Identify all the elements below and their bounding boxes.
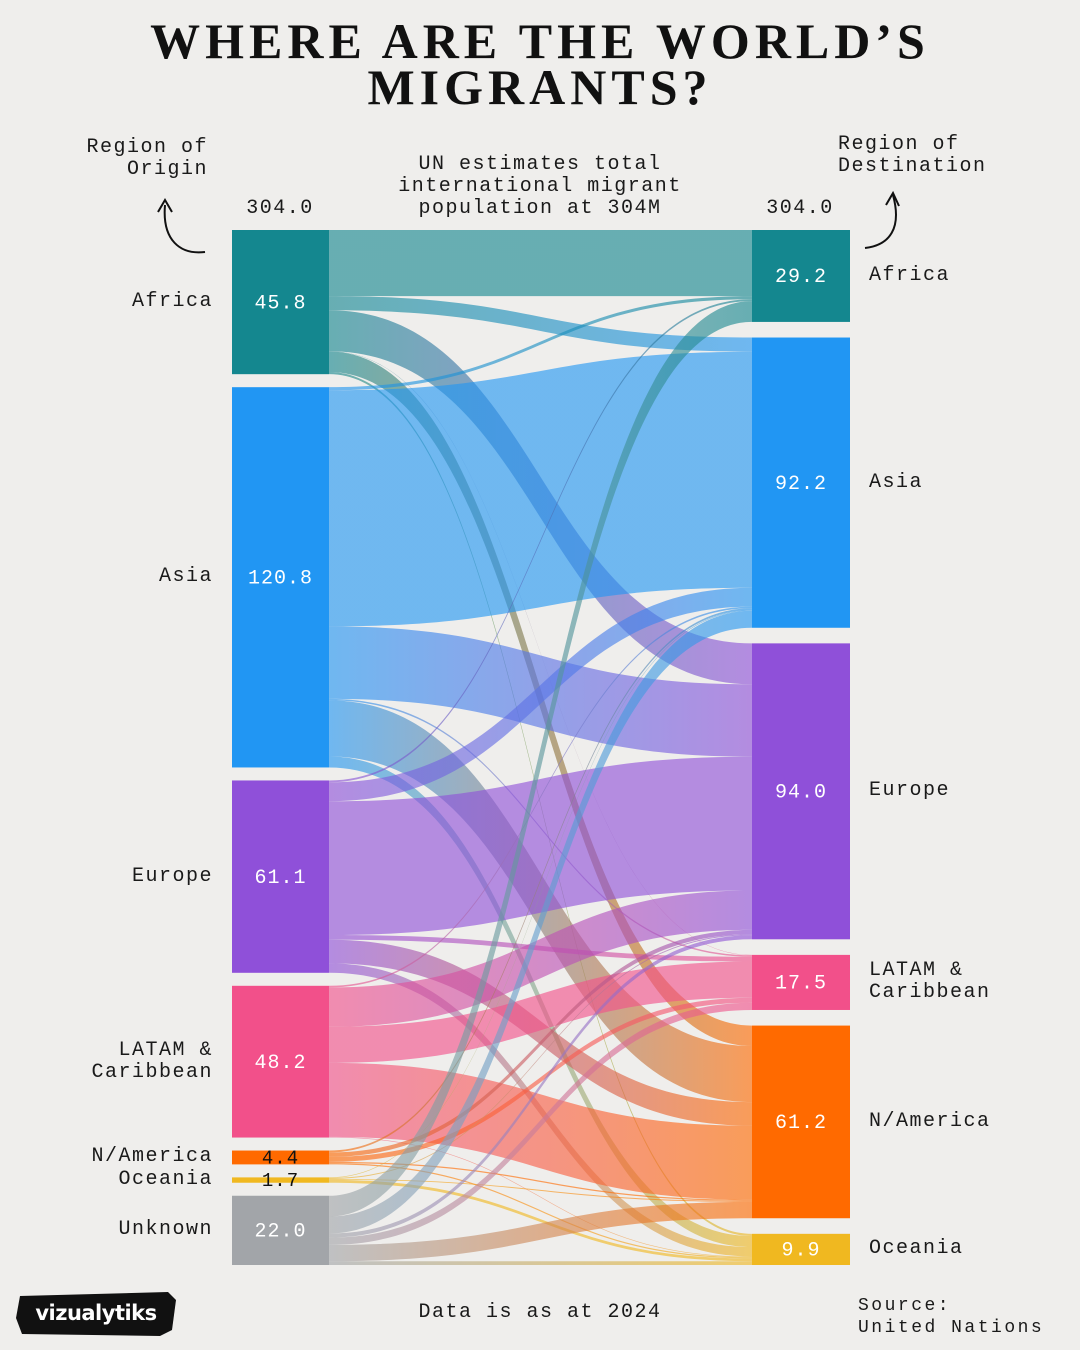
target-heading: Region of Destination xyxy=(838,133,987,178)
link xyxy=(329,890,752,1027)
node-value-label: 1.7 xyxy=(262,1170,299,1192)
link xyxy=(329,351,752,627)
link xyxy=(329,935,752,1238)
node xyxy=(232,1150,329,1165)
link xyxy=(329,230,752,297)
link xyxy=(329,587,752,802)
chart-title: WHERE ARE THE WORLD’S MIGRANTS? xyxy=(150,13,930,115)
credit-line: United Nations xyxy=(858,1318,1045,1338)
link xyxy=(329,296,752,352)
links xyxy=(329,230,752,1265)
node-value-label: 17.5 xyxy=(775,973,827,996)
node-value-label: 94.0 xyxy=(775,782,827,805)
node xyxy=(232,230,329,375)
right-node-name: Asia xyxy=(869,470,924,494)
link xyxy=(329,1136,752,1258)
right-node-name: LATAM & Caribbean xyxy=(869,959,991,1005)
left-node-name: Oceania xyxy=(118,1168,213,1192)
node xyxy=(232,1177,329,1183)
credit-line: Source: xyxy=(858,1296,952,1316)
node xyxy=(232,1195,329,1265)
node xyxy=(752,1233,850,1265)
node xyxy=(232,387,329,768)
annotation: UN estimates total international migrant… xyxy=(398,153,682,220)
link xyxy=(329,929,752,1157)
node xyxy=(232,780,329,973)
link xyxy=(329,1062,752,1200)
node-value-label: 48.2 xyxy=(254,1052,306,1075)
node xyxy=(232,985,329,1138)
node-value-label: 45.8 xyxy=(254,292,306,315)
link xyxy=(329,1002,752,1245)
link xyxy=(329,1201,752,1262)
right-node-name: Europe xyxy=(869,779,951,803)
arrow xyxy=(864,194,897,249)
node xyxy=(752,954,850,1010)
node-value-label: 22.0 xyxy=(254,1221,306,1244)
arrow-head xyxy=(885,190,900,207)
link xyxy=(329,610,752,1179)
link xyxy=(329,939,752,1126)
footnote: Data is as at 2024 xyxy=(418,1301,662,1324)
link xyxy=(329,934,752,1179)
link xyxy=(329,1261,752,1265)
node-value-label: 120.8 xyxy=(248,568,313,591)
right-node-name: Africa xyxy=(869,263,951,287)
link xyxy=(329,610,752,1234)
link xyxy=(329,1161,752,1201)
arrow xyxy=(163,204,206,254)
node xyxy=(752,643,850,940)
source-total: 304.0 xyxy=(246,197,314,220)
right-node-name: Oceania xyxy=(869,1237,964,1261)
node xyxy=(752,337,850,628)
link xyxy=(329,301,752,1217)
node-value-label: 9.9 xyxy=(781,1240,820,1263)
logo-badge xyxy=(16,1292,176,1336)
credit: Source: United Nations xyxy=(858,1295,1068,1339)
left-node-name: Africa xyxy=(131,290,213,314)
left-node-name: Unknown xyxy=(118,1218,213,1242)
link xyxy=(329,351,752,956)
node xyxy=(752,230,850,322)
right-node-name: N/America xyxy=(869,1109,991,1133)
left-node-name: N/America xyxy=(91,1145,213,1169)
left-node-name: Europe xyxy=(131,864,213,888)
nodes: 45.8 120.8 61.1 48.2 4.41.7 22.0 29.2 92.2 94.0 1… xyxy=(232,230,850,1265)
node xyxy=(752,1025,850,1219)
link xyxy=(329,756,752,936)
node-value-label: 92.2 xyxy=(775,473,827,496)
node-value-label: 29.2 xyxy=(775,266,827,289)
link xyxy=(329,296,752,391)
left-node-name: Asia xyxy=(158,565,213,589)
link xyxy=(329,1179,752,1262)
left-node-name: LATAM & Caribbean xyxy=(91,1038,213,1084)
link xyxy=(329,997,752,1162)
node-value-label: 61.1 xyxy=(254,867,306,890)
link xyxy=(329,608,752,1153)
node-value-label: 61.2 xyxy=(775,1112,827,1135)
link xyxy=(329,1163,752,1259)
link xyxy=(329,961,752,1063)
link xyxy=(329,606,752,988)
link xyxy=(329,1178,752,1202)
logo: vizualytiks xyxy=(35,1301,156,1325)
source-heading: Region of Origin xyxy=(86,136,208,181)
node-value-label: 4.4 xyxy=(262,1147,299,1169)
arrow-head xyxy=(157,198,173,213)
link xyxy=(329,299,752,783)
target-total: 304.0 xyxy=(766,197,834,220)
